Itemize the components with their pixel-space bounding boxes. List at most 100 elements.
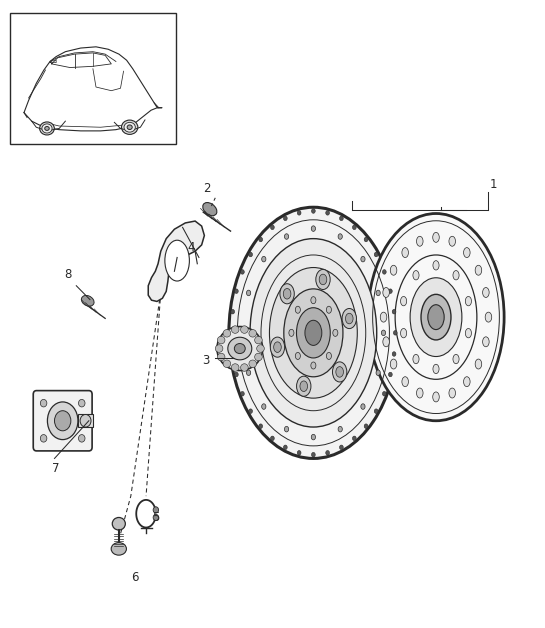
Ellipse shape [383, 288, 389, 298]
Ellipse shape [392, 352, 396, 356]
Ellipse shape [453, 354, 459, 364]
Ellipse shape [228, 337, 252, 360]
Ellipse shape [255, 337, 262, 344]
Ellipse shape [40, 399, 47, 407]
Ellipse shape [316, 269, 330, 290]
Ellipse shape [249, 360, 257, 367]
Ellipse shape [240, 269, 244, 274]
Ellipse shape [262, 404, 266, 409]
Ellipse shape [255, 353, 262, 360]
Ellipse shape [250, 239, 377, 427]
FancyBboxPatch shape [33, 391, 92, 451]
Ellipse shape [382, 330, 386, 335]
Ellipse shape [305, 320, 322, 345]
Text: 2: 2 [203, 181, 211, 195]
Ellipse shape [241, 330, 245, 335]
Ellipse shape [231, 352, 234, 356]
Text: 7: 7 [52, 462, 59, 475]
Ellipse shape [234, 289, 238, 293]
Ellipse shape [289, 329, 294, 337]
Ellipse shape [416, 236, 423, 246]
Ellipse shape [340, 216, 343, 220]
Ellipse shape [78, 399, 85, 407]
Ellipse shape [300, 381, 307, 391]
Ellipse shape [390, 265, 397, 275]
Ellipse shape [312, 452, 315, 457]
Text: 4: 4 [187, 241, 195, 254]
Ellipse shape [465, 328, 471, 338]
Ellipse shape [319, 274, 327, 284]
Bar [10, 13, 176, 144]
Ellipse shape [393, 330, 397, 335]
Ellipse shape [246, 290, 251, 296]
Ellipse shape [413, 354, 419, 364]
Ellipse shape [124, 122, 135, 132]
Ellipse shape [249, 409, 252, 413]
Ellipse shape [127, 125, 132, 129]
Ellipse shape [234, 372, 238, 377]
Ellipse shape [433, 392, 439, 402]
Ellipse shape [283, 216, 287, 220]
Ellipse shape [380, 312, 387, 322]
Ellipse shape [383, 391, 386, 396]
Ellipse shape [464, 377, 470, 387]
Ellipse shape [464, 247, 470, 257]
Ellipse shape [240, 364, 248, 371]
Ellipse shape [368, 214, 504, 421]
Ellipse shape [433, 364, 439, 374]
Ellipse shape [232, 364, 239, 371]
Ellipse shape [262, 256, 266, 262]
Ellipse shape [428, 305, 444, 330]
Ellipse shape [389, 372, 392, 377]
Ellipse shape [283, 288, 291, 299]
Ellipse shape [42, 124, 52, 133]
Ellipse shape [465, 296, 471, 306]
Ellipse shape [40, 435, 47, 442]
Ellipse shape [122, 120, 138, 134]
Text: 8: 8 [64, 268, 72, 281]
Ellipse shape [257, 345, 264, 352]
Ellipse shape [229, 330, 233, 335]
Ellipse shape [295, 306, 300, 313]
Ellipse shape [342, 308, 356, 328]
Ellipse shape [269, 268, 358, 398]
Text: 6: 6 [131, 571, 138, 584]
Ellipse shape [433, 232, 439, 242]
Ellipse shape [374, 252, 378, 257]
Ellipse shape [217, 327, 263, 371]
Polygon shape [148, 221, 204, 301]
Ellipse shape [223, 330, 231, 337]
Ellipse shape [402, 377, 408, 387]
Ellipse shape [153, 507, 159, 513]
Ellipse shape [203, 203, 217, 215]
Ellipse shape [296, 376, 311, 396]
Ellipse shape [153, 514, 159, 521]
Ellipse shape [361, 404, 365, 409]
Ellipse shape [421, 295, 451, 340]
Ellipse shape [338, 426, 342, 432]
Ellipse shape [361, 256, 365, 262]
Ellipse shape [259, 424, 263, 428]
Ellipse shape [295, 352, 300, 359]
Ellipse shape [333, 329, 338, 337]
Ellipse shape [274, 342, 281, 352]
Ellipse shape [364, 424, 368, 428]
Ellipse shape [453, 271, 459, 280]
Ellipse shape [433, 261, 439, 270]
Ellipse shape [483, 337, 489, 347]
Text: 1: 1 [489, 178, 497, 192]
Ellipse shape [283, 445, 287, 450]
Ellipse shape [336, 367, 343, 377]
Ellipse shape [410, 278, 462, 357]
Ellipse shape [346, 313, 353, 324]
Ellipse shape [326, 352, 331, 359]
Ellipse shape [40, 122, 54, 135]
Text: 5: 5 [152, 511, 159, 524]
Ellipse shape [326, 210, 330, 215]
Ellipse shape [364, 237, 368, 242]
Ellipse shape [390, 359, 397, 369]
Ellipse shape [383, 337, 389, 347]
Ellipse shape [311, 435, 316, 440]
Ellipse shape [47, 402, 78, 440]
Ellipse shape [45, 126, 49, 131]
